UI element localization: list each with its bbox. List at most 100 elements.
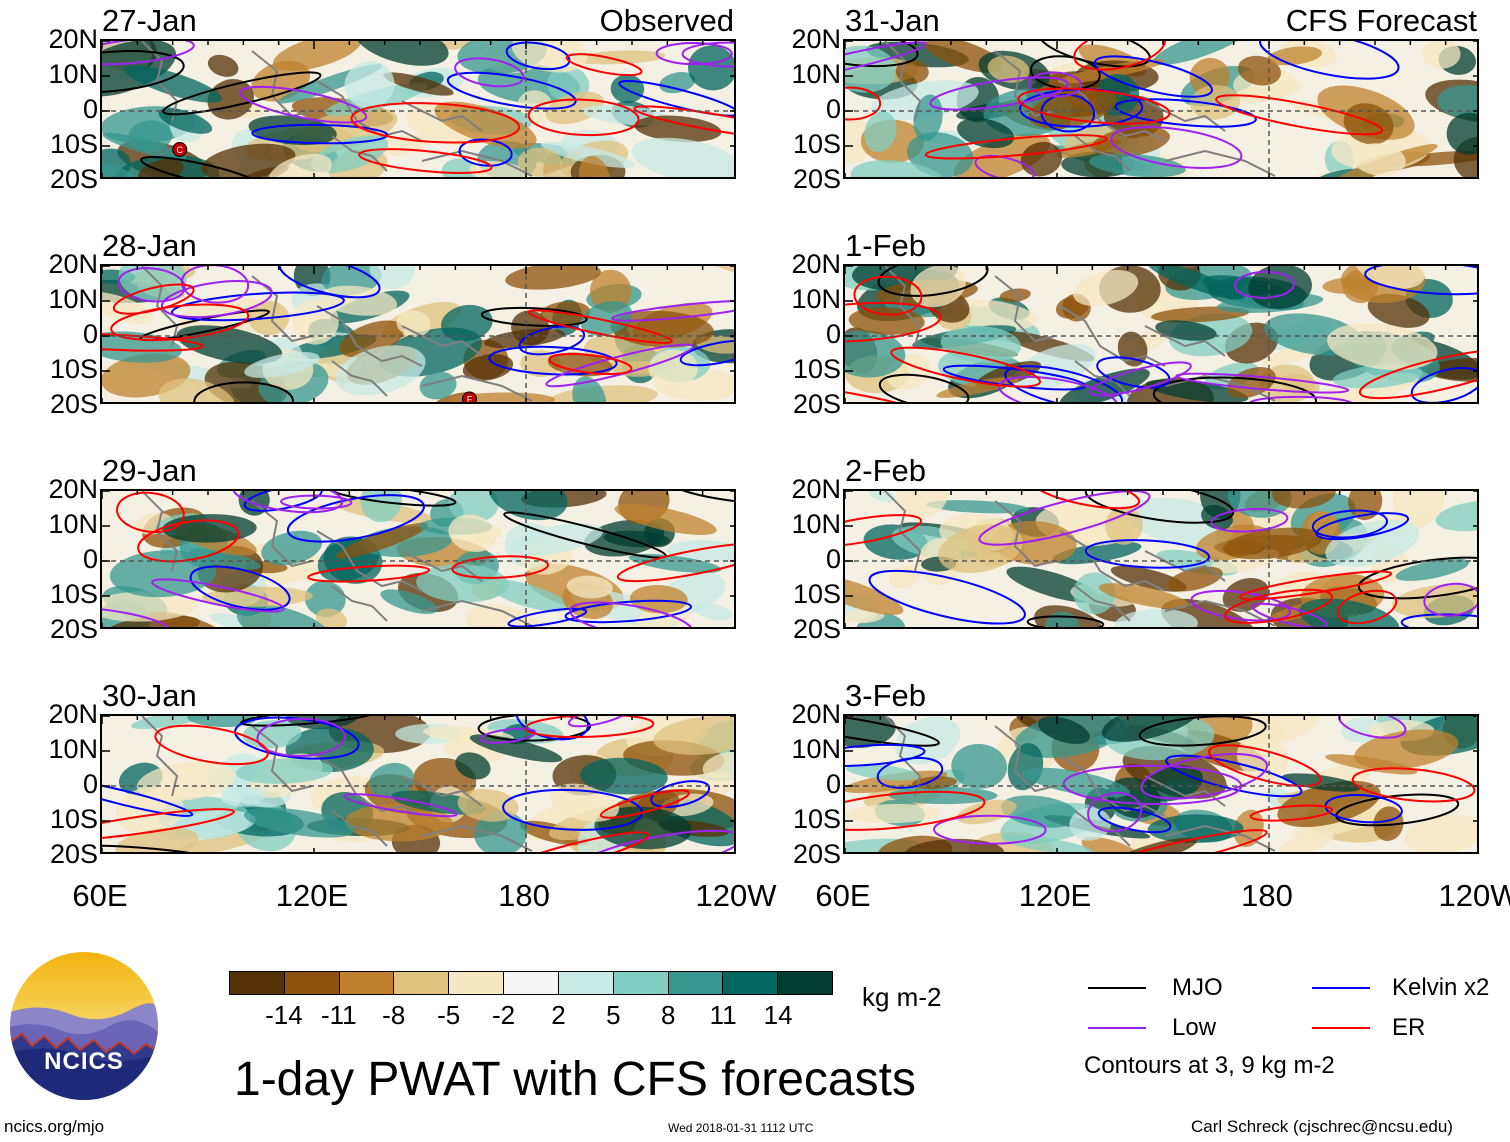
pwat-anomaly-blob [894, 716, 961, 765]
pwat-anomaly-blob [1277, 780, 1381, 828]
contour-low [1110, 126, 1243, 169]
pwat-anomaly-blob [369, 266, 416, 289]
contour-mjo [845, 716, 940, 747]
lon-tick-label: 120E [275, 878, 349, 913]
pwat-anomaly-blob [335, 345, 426, 396]
contour-kelvin [446, 71, 577, 110]
legend-line-low [1088, 1027, 1146, 1029]
pwat-anomaly-blob [1352, 143, 1406, 176]
pwat-anomaly-blob [1161, 598, 1258, 627]
footer-url[interactable]: ncics.org/mjo [4, 1117, 105, 1136]
pwat-anomaly-blob [692, 602, 733, 621]
pwat-anomaly-blob [1022, 767, 1130, 798]
colorbar-swatch [613, 972, 669, 994]
pwat-anomaly-blob [441, 304, 493, 342]
colorbar-label: -5 [437, 1000, 461, 1030]
colorbar-swatch [284, 972, 340, 994]
colorbar-label: -2 [491, 1000, 516, 1030]
pwat-anomaly-blob [462, 353, 514, 381]
colorbar-label: -8 [382, 1000, 406, 1030]
coastline [141, 266, 179, 347]
lat-tick-label: 10S [49, 129, 98, 159]
pwat-anomaly-blob [936, 376, 1020, 398]
contour-er [1017, 87, 1171, 125]
contour-er [845, 385, 936, 402]
pwat-anomaly-blob [906, 132, 974, 177]
pwat-anomaly-blob [1232, 80, 1302, 104]
pwat-anomaly-blob [845, 770, 948, 794]
lat-tick-label: 20S [49, 389, 98, 419]
contour-kelvin [1364, 266, 1477, 296]
pwat-anomaly-blob [1298, 598, 1400, 627]
lat-tick-label: 10S [792, 129, 841, 159]
coastline [884, 491, 922, 572]
colorbar-label: 2 [551, 1000, 566, 1030]
lat-tick-label: 20S [792, 389, 841, 419]
lat-tick-label: 20N [791, 24, 841, 54]
contour-low [454, 57, 525, 88]
map-panel-p6 [843, 264, 1479, 404]
lat-tick-label: 0 [825, 769, 841, 799]
panel-label: Observed [599, 3, 734, 38]
pwat-anomaly-blob [571, 50, 666, 65]
legend-line-kelvin [1312, 987, 1370, 989]
pwat-anomaly-blob [207, 54, 239, 77]
coastline [316, 755, 423, 817]
pwat-anomaly-blob [187, 716, 256, 728]
pwat-anomaly-blob [1332, 364, 1423, 389]
lat-tick-label: 0 [82, 769, 98, 799]
contour-mjo [193, 381, 294, 402]
pwat-anomaly-blob [1227, 491, 1292, 518]
pwat-anomaly-blob [688, 45, 734, 91]
pwat-anomaly-blob [158, 378, 236, 402]
pwat-anomaly-blob [102, 591, 198, 622]
pwat-anomaly-blob [1392, 491, 1444, 525]
pwat-anomaly-blob [354, 41, 449, 66]
contour-mjo [140, 155, 261, 177]
colorbar-swatch [778, 972, 832, 994]
panel-label: CFS Forecast [1285, 3, 1477, 38]
map-canvas [102, 491, 734, 627]
contour-er [845, 514, 922, 548]
colorbar-swatch [723, 972, 779, 994]
pwat-anomaly-blob [1422, 41, 1461, 69]
contour-low [1140, 753, 1269, 800]
pwat-anomaly-blob [653, 716, 734, 755]
pwat-anomaly-blob [455, 752, 491, 780]
pwat-anomaly-blob [702, 751, 734, 779]
coastline [421, 149, 533, 177]
contour-kelvin [243, 491, 323, 512]
lon-tick-label: 180 [1241, 878, 1293, 913]
contour-er [1336, 589, 1398, 625]
contour-kelvin [507, 607, 588, 627]
contour-er [565, 53, 643, 77]
pwat-anomaly-blob [1281, 773, 1361, 792]
contour-low [343, 793, 458, 818]
contour-low [611, 299, 734, 322]
contour-low [256, 717, 346, 757]
map-panel-p3 [100, 489, 736, 629]
legend-label-kelvin: Kelvin x2 [1392, 974, 1490, 1001]
legend-label-mjo: MJO [1172, 974, 1223, 1001]
pwat-anomaly-blob [1045, 611, 1080, 627]
colorbar-swatch [558, 972, 614, 994]
lat-tick-label: 10S [49, 804, 98, 834]
coastline [1074, 360, 1131, 397]
pwat-anomaly-blob [629, 585, 688, 614]
map-panel-p1: C [100, 39, 736, 179]
pwat-anomaly-blob [441, 158, 477, 177]
colorbar-swatch [230, 972, 285, 994]
contour-mjo [102, 844, 228, 852]
pwat-anomaly-blob [896, 491, 948, 519]
pwat-anomaly-blob [360, 491, 403, 523]
lat-tick-label: 20S [49, 839, 98, 869]
contour-er [527, 309, 673, 344]
contour-er [358, 148, 493, 174]
pwat-anomaly-blob [846, 764, 920, 781]
contour-low [929, 76, 1069, 111]
contour-kelvin [1114, 98, 1257, 128]
pwat-anomaly-blob [380, 589, 438, 614]
pwat-anomaly-blob [474, 811, 528, 852]
footer-timestamp: Wed 2018-01-31 1112 UTC [668, 1121, 814, 1135]
pwat-anomaly-blob [951, 743, 1008, 789]
